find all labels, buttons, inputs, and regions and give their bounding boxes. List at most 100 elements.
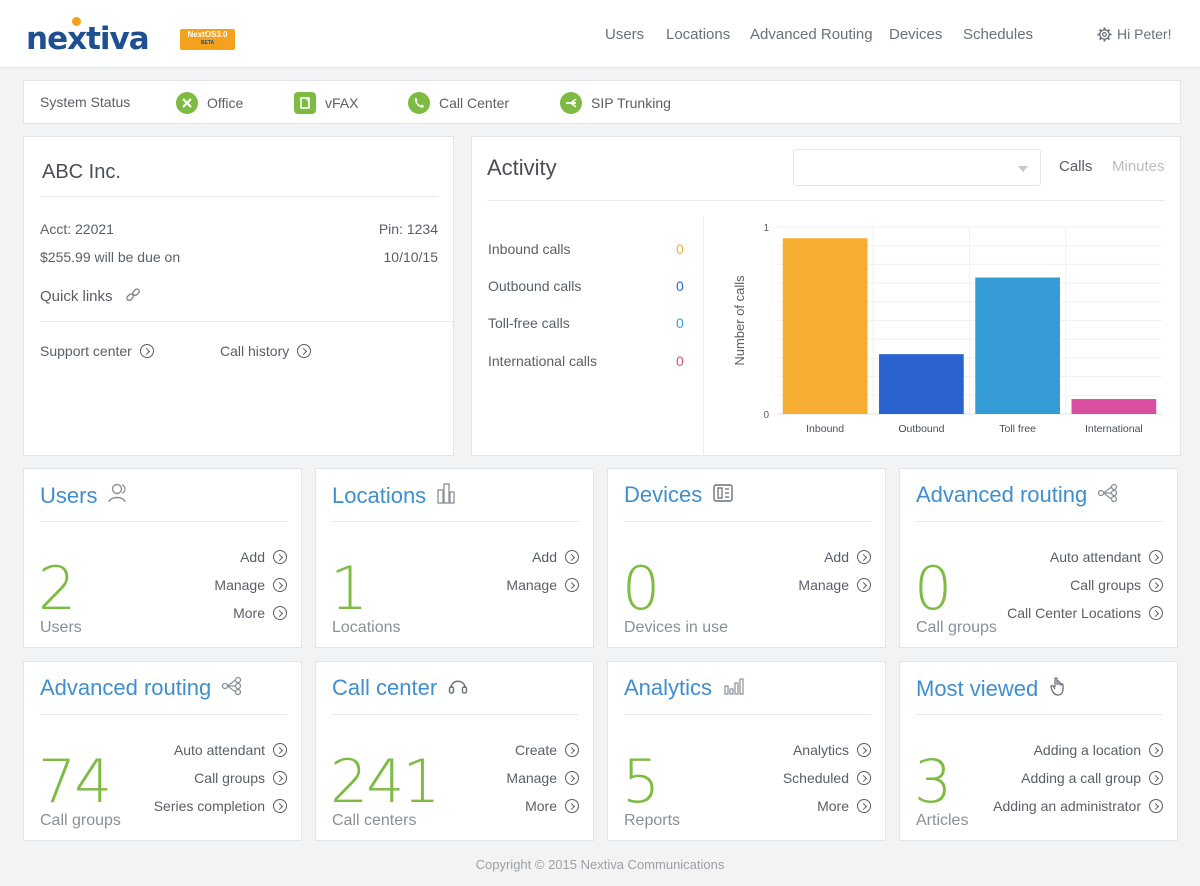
- tile-link-auto-attendant[interactable]: Auto attendant: [1050, 549, 1163, 565]
- activity-period-select[interactable]: [793, 149, 1041, 186]
- chevron-circle-icon: [565, 743, 579, 757]
- metric-international-label: International calls: [488, 353, 597, 369]
- headset-icon: [437, 675, 469, 700]
- y-axis-label: Number of calls: [732, 275, 747, 366]
- tile-users: Users 2 Users Add Manage More: [23, 468, 302, 648]
- tile-link-label: More: [817, 798, 849, 814]
- chevron-circle-icon: [857, 550, 871, 564]
- tile-title-label: Advanced routing: [916, 482, 1088, 507]
- status-call-center-label: Call Center: [439, 95, 510, 111]
- tile-link-label: Manage: [506, 577, 557, 593]
- status-call-center[interactable]: Call Center: [408, 92, 509, 114]
- tile-title-label: Advanced routing: [40, 675, 212, 700]
- user-menu[interactable]: Hi Peter!: [1097, 26, 1171, 42]
- tile-title[interactable]: Most viewed: [916, 675, 1068, 702]
- activity-bar-chart: 0 1 Number of calls Inbound Outbound Toll fre…: [732, 223, 1162, 435]
- tile-link-more[interactable]: More: [525, 798, 579, 814]
- chevron-circle-icon: [273, 771, 287, 785]
- tile-link-adding-an-administrator[interactable]: Adding an administrator: [993, 798, 1163, 814]
- tile-link-call-center-locations[interactable]: Call Center Locations: [1007, 605, 1163, 621]
- tile-link-adding-a-call-group[interactable]: Adding a call group: [1021, 770, 1163, 786]
- divider: [332, 521, 579, 522]
- tile-link-manage[interactable]: Manage: [506, 577, 579, 593]
- nav-schedules[interactable]: Schedules: [963, 26, 1034, 43]
- tile-link-scheduled[interactable]: Scheduled: [783, 770, 871, 786]
- tile-link-call-groups[interactable]: Call groups: [1070, 577, 1163, 593]
- tile-count-label: Articles: [916, 812, 969, 829]
- chevron-circle-icon: [565, 799, 579, 813]
- tile-link-manage[interactable]: Manage: [214, 577, 287, 593]
- tile-title-label: Users: [40, 483, 98, 508]
- tile-title[interactable]: Advanced routing: [40, 675, 243, 701]
- nav-devices[interactable]: Devices: [889, 26, 943, 43]
- divider: [916, 714, 1163, 715]
- tile-link-manage[interactable]: Manage: [798, 577, 871, 593]
- status-vfax[interactable]: vFAX: [294, 92, 358, 114]
- status-office[interactable]: Office: [176, 92, 243, 114]
- tile-title-label: Analytics: [624, 675, 713, 700]
- tile-link-label: More: [233, 605, 265, 621]
- divider: [487, 200, 1165, 201]
- routing-icon: [1087, 482, 1119, 507]
- chevron-circle-icon: [273, 743, 287, 757]
- tile-locations: Locations 1 Locations Add Manage: [315, 468, 594, 648]
- bar-chart-icon: [712, 675, 744, 700]
- toggle-calls[interactable]: Calls: [1059, 158, 1093, 175]
- tile-title[interactable]: Advanced routing: [916, 482, 1119, 508]
- tile-count: 241: [330, 747, 441, 817]
- tile-link-add[interactable]: Add: [240, 549, 287, 565]
- chevron-circle-icon: [857, 799, 871, 813]
- status-office-label: Office: [207, 95, 244, 111]
- tile-link-analytics[interactable]: Analytics: [793, 742, 871, 758]
- tile-title[interactable]: Locations: [332, 482, 456, 509]
- tile-link-create[interactable]: Create: [515, 742, 579, 758]
- tile-title[interactable]: Devices: [624, 482, 734, 508]
- tile-title[interactable]: Call center: [332, 675, 469, 701]
- tile-link-label: Manage: [214, 577, 265, 593]
- tile-link-label: Add: [824, 549, 849, 565]
- metric-tollfree-label: Toll-free calls: [488, 315, 570, 331]
- tile-link-add[interactable]: Add: [532, 549, 579, 565]
- metric-international-value: 0: [676, 353, 684, 369]
- tile-link-add[interactable]: Add: [824, 549, 871, 565]
- tile-link-manage[interactable]: Manage: [506, 770, 579, 786]
- chevron-circle-icon: [1149, 799, 1163, 813]
- tile-title[interactable]: Users: [40, 482, 129, 509]
- bar-inbound: [782, 238, 868, 414]
- tile-link-label: Call groups: [1070, 577, 1141, 593]
- tile-link-more[interactable]: More: [817, 798, 871, 814]
- tile-link-adding-a-location[interactable]: Adding a location: [1034, 742, 1163, 758]
- tile-title[interactable]: Analytics: [624, 675, 744, 701]
- tile-most-viewed: Most viewed 3 Articles Adding a location Add…: [899, 661, 1178, 841]
- due-date: 10/10/15: [383, 249, 439, 265]
- tile-count: 3: [914, 747, 952, 817]
- divider: [624, 714, 871, 715]
- account-pin: Pin: 1234: [378, 221, 438, 237]
- quick-links: Quick links: [40, 287, 141, 305]
- nav-users[interactable]: Users: [605, 26, 645, 43]
- tile-advanced-routing: Advanced routing 0 Call groups Auto attenda…: [899, 468, 1178, 648]
- tile-link-series-completion[interactable]: Series completion: [154, 798, 287, 814]
- tile-count: 74: [38, 747, 112, 817]
- status-sip-trunking[interactable]: SIP Trunking: [560, 92, 671, 114]
- divider: [624, 521, 871, 522]
- x-tick-label: Inbound: [806, 423, 844, 435]
- tile-link-more[interactable]: More: [233, 605, 287, 621]
- nav-locations[interactable]: Locations: [666, 26, 731, 43]
- chevron-circle-icon: [273, 799, 287, 813]
- metric-inbound-value: 0: [676, 241, 684, 257]
- tile-link-auto-attendant[interactable]: Auto attendant: [174, 742, 287, 758]
- tile-link-label: Call Center Locations: [1007, 605, 1141, 621]
- tile-link-call-groups[interactable]: Call groups: [194, 770, 287, 786]
- tile-link-label: Add: [240, 549, 265, 565]
- fax-icon: [294, 92, 316, 114]
- toggle-minutes[interactable]: Minutes: [1112, 158, 1165, 175]
- tile-link-label: Adding a location: [1033, 742, 1141, 758]
- device-icon: [702, 482, 734, 507]
- support-center-link[interactable]: Support center: [40, 343, 154, 359]
- account-card: ABC Inc. Acct: 22021 Pin: 1234 $255.99 w…: [23, 136, 454, 456]
- call-history-link[interactable]: Call history: [220, 343, 312, 359]
- main-nav: Users Locations Advanced Routing Devices…: [0, 26, 1200, 46]
- activity-title: Activity: [487, 155, 557, 180]
- nav-advanced-routing[interactable]: Advanced Routing: [750, 26, 873, 43]
